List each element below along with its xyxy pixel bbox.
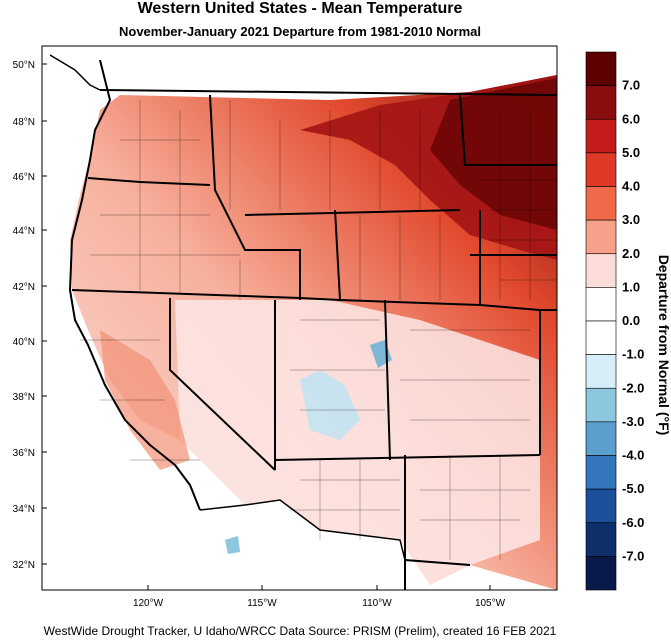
colorbar-swatch xyxy=(585,354,617,389)
colorbar-label: -6.0 xyxy=(622,515,644,530)
lat-label: 48°N xyxy=(13,117,35,128)
lon-label: 120°W xyxy=(133,598,164,609)
colorbar-swatch xyxy=(585,118,617,154)
colorbar-label: -2.0 xyxy=(622,380,644,395)
lat-label: 46°N xyxy=(13,172,35,183)
mexico-border xyxy=(199,499,471,566)
colorbar-label: 1.0 xyxy=(622,279,640,294)
colorbar-label: -4.0 xyxy=(622,448,644,463)
state-boundaries xyxy=(71,89,557,590)
lat-label: 42°N xyxy=(13,282,35,293)
colorbar-label: -1.0 xyxy=(622,347,644,362)
lat-label: 36°N xyxy=(13,448,35,459)
colorbar-swatch xyxy=(585,556,617,591)
colorbar-swatch xyxy=(585,51,617,86)
colorbar-swatch xyxy=(585,320,617,355)
colorbar-label: 4.0 xyxy=(622,179,640,194)
colorbar: 7.0 6.0 5.0 4.0 3.0 2.0 1.0 0.0 -1.0 -2.0 -3.0 -4.0… xyxy=(585,51,671,591)
colorbar-label: 2.0 xyxy=(622,246,640,261)
map-footer: WestWide Drought Tracker, U Idaho/WRCC D… xyxy=(43,624,557,638)
colorbar-swatch xyxy=(585,387,617,423)
colorbar-swatch xyxy=(585,522,617,557)
lat-label: 40°N xyxy=(13,337,35,348)
colorbar-label: -3.0 xyxy=(622,414,644,429)
colorbar-label: 5.0 xyxy=(622,145,640,160)
lat-label: 44°N xyxy=(13,226,35,237)
colorbar-swatch xyxy=(585,287,617,322)
mild-region-southwest xyxy=(175,300,540,585)
colorbar-label: 7.0 xyxy=(622,78,640,93)
colorbar-label: -7.0 xyxy=(622,548,644,563)
coastline xyxy=(68,59,201,511)
colorbar-swatch xyxy=(585,85,617,120)
lon-label: 115°W xyxy=(247,598,277,609)
lat-label: 34°N xyxy=(13,504,35,515)
lat-label: 38°N xyxy=(13,392,35,403)
map-subtitle: November-January 2021 Departure from 198… xyxy=(118,24,481,39)
lat-axis: 50°N 48°N 46°N 44°N 42°N 40°N 38°N 36°N … xyxy=(13,60,47,571)
cool-patch-utah xyxy=(300,370,360,440)
colorbar-swatch xyxy=(585,186,617,221)
county-lines xyxy=(80,100,557,560)
colorbar-swatch xyxy=(585,488,617,524)
colorbar-swatch xyxy=(585,219,617,255)
colorbar-swatch xyxy=(585,455,617,490)
map-area xyxy=(42,46,557,590)
colorbar-swatch xyxy=(585,421,617,456)
canada-coast xyxy=(49,54,101,91)
colorbar-swatch xyxy=(585,152,617,187)
colorbar-label: -5.0 xyxy=(622,481,644,496)
map-frame xyxy=(41,45,558,591)
colorbar-label: 3.0 xyxy=(622,212,640,227)
lat-label: 50°N xyxy=(13,60,35,71)
colorbar-label: 0.0 xyxy=(622,313,640,328)
lon-label: 110°W xyxy=(362,598,392,609)
map-title: Western United States - Mean Temperature xyxy=(137,0,463,17)
colorbar-label: 6.0 xyxy=(622,111,640,126)
colorbar-swatch xyxy=(585,253,617,288)
lon-axis: 120°W 115°W 110°W 105°W xyxy=(133,585,506,609)
lon-label: 105°W xyxy=(475,598,506,609)
cool-patch-arizona xyxy=(225,536,240,554)
colorbar-title: Departure from Normal (°F) xyxy=(656,255,671,436)
lat-label: 32°N xyxy=(13,560,35,571)
